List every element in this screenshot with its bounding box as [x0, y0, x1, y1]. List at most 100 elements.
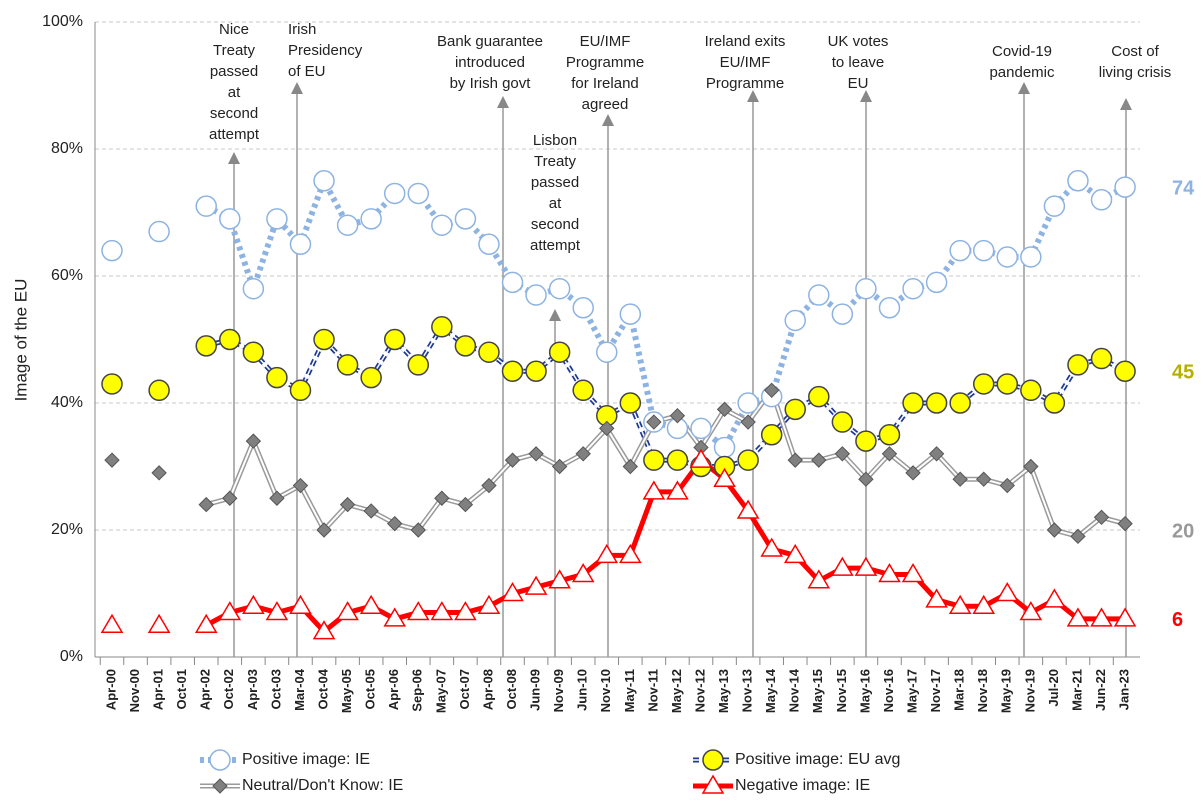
point	[716, 401, 733, 418]
point	[642, 480, 666, 500]
end-label: 6	[1172, 609, 1183, 631]
point	[1020, 246, 1042, 268]
point	[995, 582, 1019, 602]
x-tick-label: Nov-10	[598, 669, 613, 712]
point	[599, 420, 615, 437]
point	[855, 277, 877, 300]
point	[219, 328, 241, 351]
point	[949, 392, 971, 414]
point	[952, 471, 968, 487]
point	[525, 360, 547, 382]
point	[881, 446, 898, 462]
point	[702, 749, 724, 771]
x-tick-label: Apr-02	[198, 669, 213, 710]
series-line-inner	[205, 323, 1127, 469]
point	[760, 424, 783, 446]
point	[313, 328, 335, 351]
point	[222, 490, 238, 506]
point	[292, 477, 309, 494]
point	[878, 297, 901, 319]
point	[878, 562, 901, 583]
point	[572, 297, 594, 319]
x-tick-label: Mar-18	[952, 669, 967, 711]
x-tick-label: Sep-06	[410, 669, 425, 712]
y-tick-label: 20%	[51, 521, 83, 538]
point	[976, 471, 992, 487]
point	[808, 284, 830, 306]
point	[504, 452, 521, 468]
point	[808, 385, 830, 408]
legend-label: Neutral/Don't Know: IE	[242, 777, 403, 794]
end-label: 45	[1172, 362, 1194, 384]
legend-label: Positive image: IE	[242, 751, 370, 768]
point	[410, 522, 426, 538]
x-tick-label: Apr-03	[245, 669, 260, 710]
point	[336, 354, 359, 376]
point	[831, 411, 854, 433]
x-tick-label: Nov-13	[740, 669, 755, 712]
point	[242, 594, 265, 614]
x-tick-label: May-05	[339, 669, 354, 713]
point	[1114, 176, 1136, 198]
point	[784, 309, 806, 332]
x-tick-label: Jun-09	[528, 669, 543, 711]
point	[737, 392, 759, 414]
point	[1019, 601, 1043, 621]
point	[198, 496, 214, 513]
point	[948, 594, 972, 614]
end-label: 74	[1172, 177, 1195, 199]
x-tick-label: May-13	[716, 669, 731, 713]
series-line-inner	[205, 388, 1126, 538]
point	[478, 233, 500, 255]
point	[1043, 195, 1066, 217]
point	[736, 499, 760, 519]
series-line	[205, 323, 1127, 469]
x-tick-label: Nov-14	[787, 668, 802, 712]
annotation: Cost of living crisis	[1099, 43, 1172, 81]
point	[194, 613, 218, 633]
x-tick-label: Oct-02	[221, 669, 236, 709]
point	[1114, 360, 1136, 382]
annotation: Covid-19 pandemic	[989, 43, 1055, 81]
y-tick-label: 40%	[51, 394, 83, 411]
point	[525, 284, 547, 306]
series-line-inner	[206, 325, 1126, 468]
point	[242, 277, 265, 300]
point	[195, 335, 217, 357]
x-tick-label: Oct-04	[315, 668, 330, 709]
point	[595, 543, 619, 564]
point	[548, 277, 571, 300]
point	[763, 382, 780, 399]
point	[996, 373, 1019, 395]
annotation: Bank guarantee introduced by Irish govt	[437, 33, 543, 92]
point	[313, 170, 335, 192]
x-tick-label: May-11	[622, 669, 637, 712]
point	[972, 594, 996, 614]
x-tick-label: Apr-00	[103, 669, 118, 710]
point	[387, 515, 403, 532]
x-tick-label: Apr-06	[386, 669, 401, 710]
y-tick-label: 60%	[51, 267, 83, 284]
point	[1066, 607, 1090, 627]
point	[905, 465, 921, 481]
point	[575, 446, 591, 462]
point	[148, 379, 170, 402]
point	[195, 195, 217, 217]
point	[669, 407, 686, 424]
point	[737, 449, 759, 471]
point	[1046, 522, 1063, 538]
point	[619, 543, 642, 564]
y-tick-label: 0%	[60, 648, 83, 665]
x-tick-label: Nov-11	[645, 669, 660, 712]
point	[289, 233, 312, 255]
point	[478, 341, 500, 363]
point	[925, 392, 948, 414]
point	[312, 620, 336, 640]
point	[1067, 354, 1089, 376]
point	[949, 239, 971, 262]
point	[528, 446, 544, 462]
point	[858, 471, 874, 487]
point	[209, 749, 231, 771]
point	[363, 503, 379, 519]
